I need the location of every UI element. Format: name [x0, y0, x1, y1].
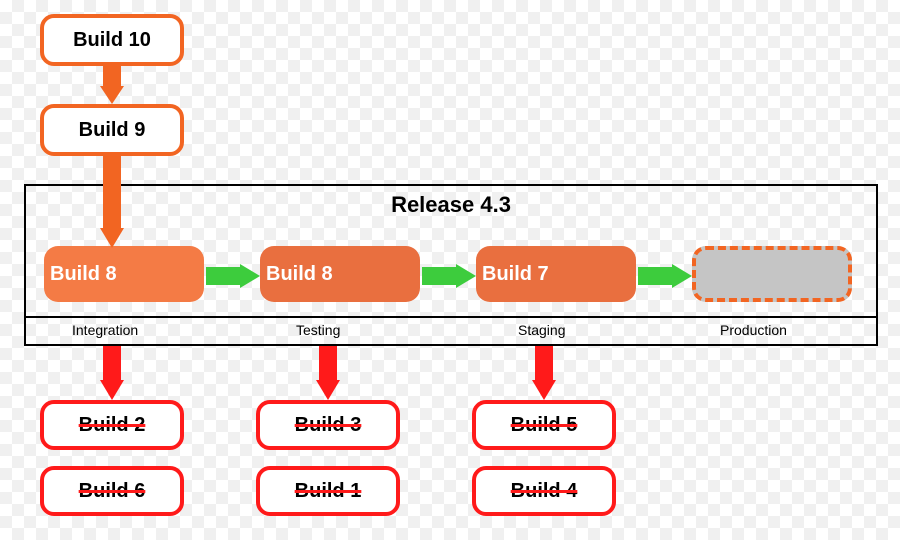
stage-label-integration: Integration	[72, 322, 138, 338]
arrow-build10-build9	[100, 64, 124, 104]
node-dead-build2: Build 2	[40, 400, 184, 450]
arrow-integration-dead	[100, 346, 124, 400]
node-dead-build5: Build 5	[472, 400, 616, 450]
arrow-staging-production	[638, 264, 692, 288]
node-dead-build4: Build 4	[472, 466, 616, 516]
node-build7-staging: Build 7	[476, 246, 636, 302]
node-production-empty	[692, 246, 852, 302]
stage-label-production: Production	[720, 322, 787, 338]
arrow-build9-build8	[100, 154, 124, 248]
arrow-testing-staging	[422, 264, 476, 288]
node-build8-integration: Build 8	[44, 246, 204, 302]
arrow-testing-dead	[316, 346, 340, 400]
arrow-integration-testing	[206, 264, 260, 288]
node-dead-build3: Build 3	[256, 400, 400, 450]
node-dead-build6: Build 6	[40, 466, 184, 516]
arrow-staging-dead	[532, 346, 556, 400]
node-build9: Build 9	[40, 104, 184, 156]
node-build8-testing: Build 8	[260, 246, 420, 302]
node-build10: Build 10	[40, 14, 184, 66]
release-title: Release 4.3	[24, 192, 878, 218]
stage-label-testing: Testing	[296, 322, 340, 338]
node-dead-build1: Build 1	[256, 466, 400, 516]
stage-label-staging: Staging	[518, 322, 565, 338]
release-divider	[24, 316, 878, 318]
